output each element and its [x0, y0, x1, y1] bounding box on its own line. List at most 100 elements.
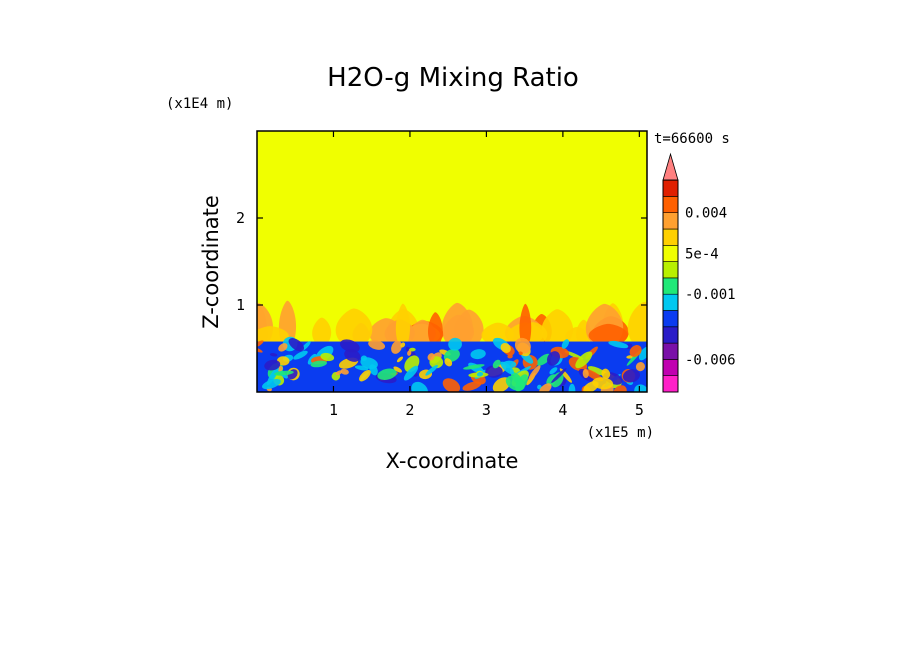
- y-tick-label: 1: [236, 296, 245, 314]
- boundary-cell: [393, 366, 403, 373]
- boundary-cell: [293, 350, 308, 360]
- boundary-cell: [377, 368, 397, 380]
- boundary-cell: [546, 351, 561, 366]
- boundary-cell: [536, 353, 551, 366]
- plume-cell: [335, 308, 373, 342]
- boundary-cell: [622, 369, 640, 383]
- boundary-cell: [278, 343, 288, 352]
- boundary-cell: [427, 353, 435, 361]
- boundary-cell: [359, 370, 371, 382]
- boundary-cell: [551, 368, 567, 384]
- boundary-cell: [257, 340, 264, 348]
- plume-layer: [257, 300, 647, 342]
- boundary-cell: [288, 338, 305, 352]
- boundary-cell: [391, 340, 402, 354]
- boundary-cell: [463, 364, 485, 370]
- boundary-cell: [262, 378, 281, 390]
- boundary-cell: [608, 340, 629, 349]
- boundary-cell: [575, 351, 593, 369]
- x-tick-label: 5: [635, 401, 644, 419]
- boundary-cell: [340, 368, 349, 375]
- colorbar-segment: [662, 310, 679, 328]
- boundary-cell: [549, 367, 558, 375]
- boundary-cell: [360, 357, 378, 370]
- x-axis: 1 2 3 4 5: [329, 131, 644, 419]
- boundary-cell: [320, 352, 335, 362]
- boundary-cell: [368, 340, 386, 350]
- colorbar-frame: [662, 179, 679, 393]
- colorbar-label: -0.006: [685, 352, 736, 368]
- boundary-cell: [407, 350, 412, 356]
- colorbar-segment: [662, 277, 679, 295]
- plume-cell: [395, 303, 410, 342]
- boundary-cell: [411, 381, 429, 392]
- boundary-cell: [500, 342, 511, 353]
- boundary-cell: [448, 337, 462, 351]
- y-multiplier-label: (x1E4 m): [166, 96, 233, 112]
- x-tick-label: 3: [482, 401, 491, 419]
- plume-cell: [369, 318, 404, 342]
- boundary-cell: [485, 365, 503, 378]
- boundary-cell: [400, 342, 406, 348]
- colorbar-segment: [662, 359, 679, 376]
- boundary-cell: [264, 359, 281, 371]
- colorbar-segment: [662, 326, 679, 344]
- colorbar-label: -0.001: [685, 287, 736, 303]
- y-axis: 12: [236, 209, 647, 314]
- colorbar-segment: [662, 228, 679, 246]
- boundary-cell: [601, 368, 611, 379]
- boundary-cell: [582, 369, 589, 379]
- boundary-cell: [340, 339, 360, 353]
- boundary-cell: [505, 375, 525, 391]
- plume-cell: [519, 303, 532, 342]
- colorbar-extend-arrow: [662, 152, 679, 181]
- boundary-cell: [276, 356, 290, 366]
- boundary-cell: [518, 351, 523, 356]
- boundary-cell: [344, 349, 361, 362]
- colorbar-segment: [662, 375, 679, 393]
- colorbar-label: 0.004: [685, 206, 727, 222]
- boundary-cell: [408, 347, 416, 352]
- boundary-cell: [635, 362, 645, 372]
- boundary-cell: [514, 337, 531, 354]
- plume-cell: [588, 323, 628, 342]
- plot-frame: [256, 130, 648, 393]
- boundary-layer-detail: [257, 336, 647, 392]
- field-layer: [257, 131, 647, 392]
- plume-cell: [627, 301, 647, 342]
- boundary-cell: [470, 349, 486, 360]
- boundary-cell: [638, 346, 647, 361]
- boundary-cell: [629, 344, 642, 357]
- colorbar-segment: [662, 179, 679, 197]
- boundary-cell: [425, 364, 438, 376]
- y-tick-label: 2: [236, 209, 245, 227]
- boundary-cell: [492, 359, 501, 369]
- x-multiplier-label: (x1E5 m): [587, 425, 654, 441]
- boundary-cell: [403, 365, 419, 381]
- boundary-cell: [500, 361, 514, 375]
- x-axis-label: X-coordinate: [386, 449, 519, 473]
- chart-title: H2O-g Mixing Ratio: [327, 63, 579, 93]
- colorbar-segment: [662, 261, 679, 279]
- boundary-cell: [444, 358, 453, 367]
- boundary-cell: [507, 354, 513, 359]
- colorbar: 0.004 5e-4 -0.001 -0.006: [662, 152, 736, 393]
- boundary-cell: [626, 343, 633, 350]
- boundary-cell: [269, 353, 278, 357]
- colorbar-segment: [662, 342, 679, 360]
- colorbar-label: 5e-4: [685, 246, 719, 262]
- colorbar-segment: [662, 196, 679, 213]
- plume-cell: [443, 314, 474, 342]
- boundary-cell: [561, 339, 570, 349]
- plume-cell: [541, 309, 574, 342]
- x-tick-label: 4: [558, 401, 567, 419]
- boundary-cell: [476, 372, 484, 377]
- colorbar-segment: [662, 212, 679, 230]
- colorbar-segment: [662, 245, 679, 262]
- time-label: t=66600 s: [654, 131, 730, 147]
- boundary-cell: [396, 356, 404, 363]
- plume-cell: [312, 317, 332, 342]
- plume-cell: [481, 322, 514, 342]
